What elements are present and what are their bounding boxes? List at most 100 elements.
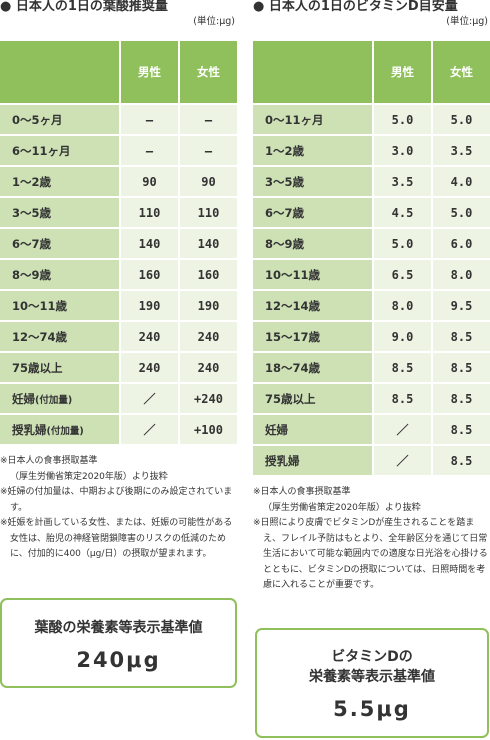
table-row: 75歳以上 240 240: [0, 351, 237, 382]
value-female: 140: [178, 227, 237, 258]
row-label: 15〜17歳: [253, 320, 372, 351]
table-row: 8〜9歳 160 160: [0, 258, 237, 289]
row-label-text: 8〜9歳: [12, 267, 52, 282]
value-female: 8.5: [431, 382, 490, 413]
value-male: —: [119, 103, 178, 134]
value-female: 8.5: [431, 351, 490, 382]
value-female: 5.0: [431, 196, 490, 227]
value-male: 190: [119, 289, 178, 320]
table-row: 15〜17歳 9.0 8.5: [253, 320, 490, 351]
value-female: 4.0: [431, 165, 490, 196]
folic-acid-title: ● 日本人の1日の葉酸推奨量: [0, 0, 168, 14]
row-label: 1〜2歳: [0, 165, 119, 196]
table-row: 12〜14歳 8.0 9.5: [253, 289, 490, 320]
table-row: 3〜5歳 110 110: [0, 196, 237, 227]
row-label: 授乳婦(付加量): [0, 413, 119, 444]
row-label-text: 18〜74歳: [265, 360, 321, 375]
row-label-sub: (付加量): [35, 394, 73, 406]
row-label: 8〜9歳: [0, 258, 119, 289]
table-row: 10〜11歳 6.5 8.0: [253, 258, 490, 289]
note-paragraph: ※日本人の食事摂取基準 （厚生労働省策定2020年版）より抜粋: [0, 456, 168, 482]
value-female: +240: [178, 382, 237, 413]
value-female: 8.5: [431, 320, 490, 351]
vitamin-d-title: ● 日本人の1日のビタミンD目安量: [253, 0, 458, 14]
value-female: —: [178, 134, 237, 165]
row-label-text: 3〜5歳: [12, 205, 52, 220]
folic-acid-table: 男性 女性 0〜5ヶ月 — —6〜11ヶ月 — —1〜2歳 90 90 3〜5歳 110 110 6…: [0, 41, 237, 444]
row-label-text: 8〜9歳: [265, 236, 305, 251]
value-male: 240: [119, 351, 178, 382]
header-male: 男性: [119, 41, 178, 103]
value-female: 190: [178, 289, 237, 320]
table-row: 妊婦 ／ 8.5: [253, 413, 490, 444]
value-female: 160: [178, 258, 237, 289]
header-female: 女性: [431, 41, 490, 103]
vitamin-d-section: ● 日本人の1日のビタミンD目安量 (単位:μg) 男性 女性 0〜11ヶ月 5.…: [253, 0, 490, 594]
vitamin-d-unit: (単位:μg): [446, 16, 488, 27]
row-label: 10〜11歳: [253, 258, 372, 289]
row-label: 0〜5ヶ月: [0, 103, 119, 134]
row-label-text: 10〜11歳: [265, 267, 321, 282]
value-female: 90: [178, 165, 237, 196]
row-label: 6〜11ヶ月: [0, 134, 119, 165]
row-label-text: 3〜5歳: [265, 174, 305, 189]
row-label: 75歳以上: [253, 382, 372, 413]
table-header-row: 男性 女性: [253, 41, 490, 103]
value-female: 8.5: [431, 413, 490, 444]
row-label: 授乳婦: [253, 444, 372, 475]
row-label: 10〜11歳: [0, 289, 119, 320]
value-female: +100: [178, 413, 237, 444]
row-label: 6〜7歳: [0, 227, 119, 258]
value-male: ／: [372, 444, 431, 475]
row-label-text: 75歳以上: [12, 360, 63, 375]
row-label: 妊婦(付加量): [0, 382, 119, 413]
value-male: 8.5: [372, 382, 431, 413]
note-paragraph: ※妊婦の付加量は、中期および後期にのみ設定されています。: [0, 487, 233, 513]
value-male: 4.5: [372, 196, 431, 227]
row-label-text: 12〜74歳: [12, 329, 68, 344]
value-male: ／: [119, 382, 178, 413]
value-male: —: [119, 134, 178, 165]
value-female: 8.0: [431, 258, 490, 289]
table-row: 8〜9歳 5.0 6.0: [253, 227, 490, 258]
value-male: 140: [119, 227, 178, 258]
table-row: 授乳婦 ／ 8.5: [253, 444, 490, 475]
row-label: 1〜2歳: [253, 134, 372, 165]
value-male: ／: [372, 413, 431, 444]
value-female: 3.5: [431, 134, 490, 165]
header-corner: [253, 41, 372, 103]
vitamin-d-standard-title-line1: ビタミンDの: [331, 649, 413, 665]
value-male: 5.0: [372, 227, 431, 258]
row-label: 6〜7歳: [253, 196, 372, 227]
folic-acid-unit: (単位:μg): [193, 16, 235, 27]
row-label: 18〜74歳: [253, 351, 372, 382]
vitamin-d-notes: ※日本人の食事摂取基準 （厚生労働省策定2020年版）より抜粋 ※日照により皮膚で…: [253, 485, 490, 594]
row-label: 妊婦: [253, 413, 372, 444]
value-male: 8.5: [372, 351, 431, 382]
folic-acid-notes: ※日本人の食事摂取基準 （厚生労働省策定2020年版）より抜粋 ※妊婦の付加量は、…: [0, 454, 237, 563]
note-paragraph: ※日照により皮膚でビタミンDが産生されることを踏まえ、フレイル予防はもとより、全…: [253, 518, 488, 590]
table-row: 3〜5歳 3.5 4.0: [253, 165, 490, 196]
row-label-text: 授乳婦: [12, 422, 47, 437]
value-male: 160: [119, 258, 178, 289]
table-row: 0〜5ヶ月 — —: [0, 103, 237, 134]
table-row: 10〜11歳 190 190: [0, 289, 237, 320]
table-row: 18〜74歳 8.5 8.5: [253, 351, 490, 382]
row-label-text: 1〜2歳: [12, 174, 52, 189]
value-female: 9.5: [431, 289, 490, 320]
table-row: 6〜7歳 4.5 5.0: [253, 196, 490, 227]
vitamin-d-standard-box: ビタミンDの 栄養素等表示基準値 5.5μg: [255, 628, 489, 738]
vitamin-d-table: 男性 女性 0〜11ヶ月 5.0 5.0 1〜2歳 3.0 3.5 3〜5歳 3.5 4.0 6〜…: [253, 41, 490, 475]
row-label-text: 6〜7歳: [265, 205, 305, 220]
table-row: 0〜11ヶ月 5.0 5.0: [253, 103, 490, 134]
row-label: 0〜11ヶ月: [253, 103, 372, 134]
value-female: 8.5: [431, 444, 490, 475]
value-female: 6.0: [431, 227, 490, 258]
value-male: ／: [119, 413, 178, 444]
row-label: 75歳以上: [0, 351, 119, 382]
table-row: 75歳以上 8.5 8.5: [253, 382, 490, 413]
vitamin-d-standard-title-line2: 栄養素等表示基準値: [309, 669, 435, 685]
header-corner: [0, 41, 119, 103]
value-female: 240: [178, 351, 237, 382]
value-female: —: [178, 103, 237, 134]
